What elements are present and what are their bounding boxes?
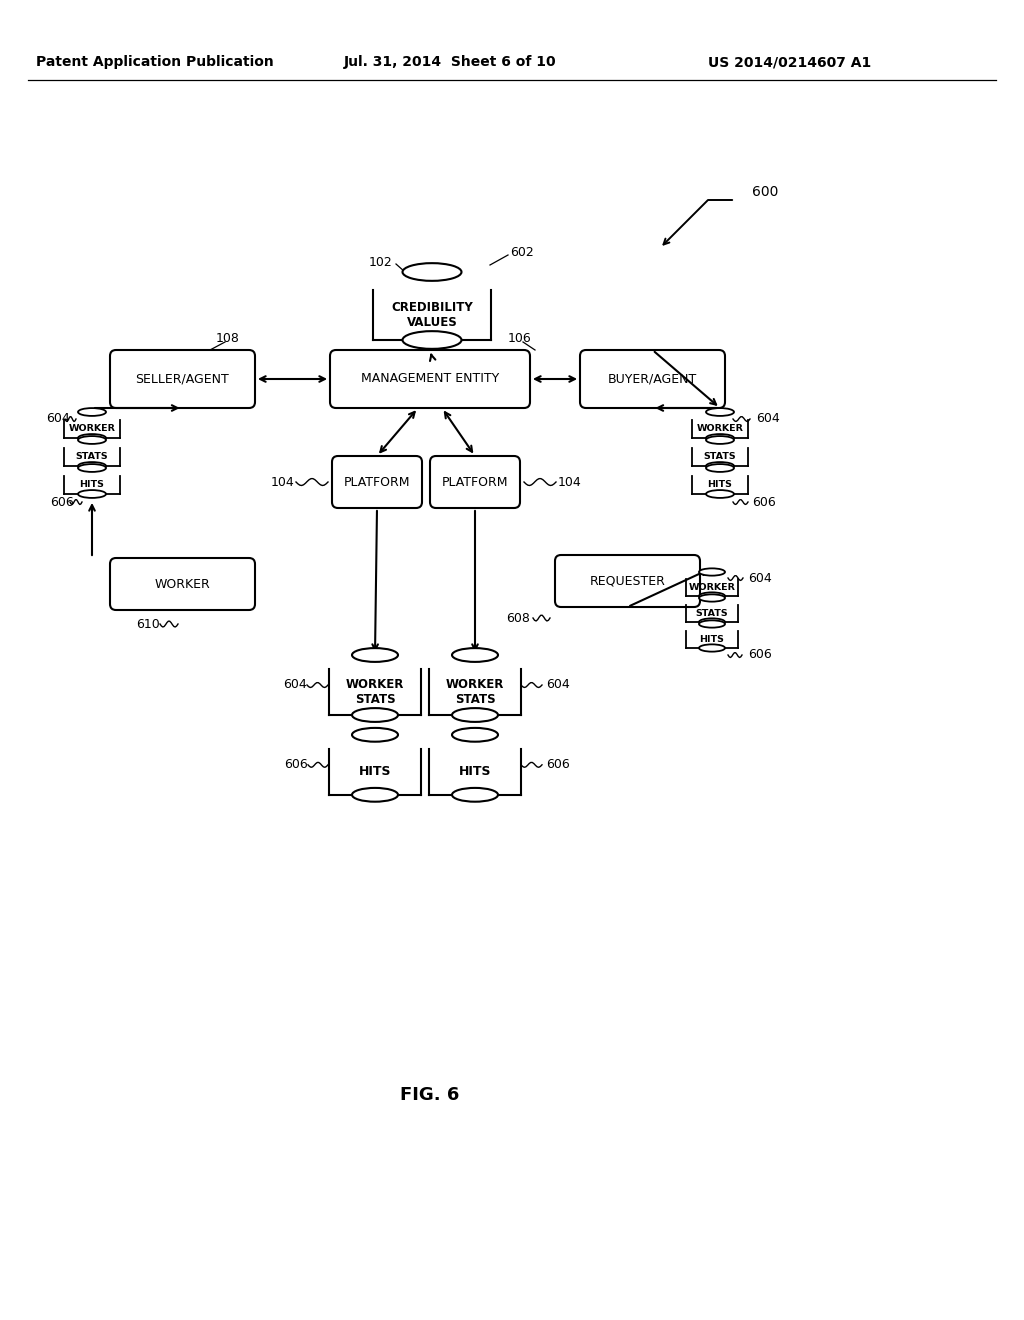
Text: US 2014/0214607 A1: US 2014/0214607 A1 bbox=[709, 55, 871, 69]
Text: WORKER: WORKER bbox=[688, 583, 735, 593]
Text: 608: 608 bbox=[506, 611, 530, 624]
Polygon shape bbox=[63, 447, 120, 466]
Polygon shape bbox=[63, 475, 120, 494]
Ellipse shape bbox=[452, 708, 498, 722]
Text: 606: 606 bbox=[284, 758, 308, 771]
Ellipse shape bbox=[706, 465, 734, 473]
Ellipse shape bbox=[699, 644, 725, 652]
Text: PLATFORM: PLATFORM bbox=[441, 475, 508, 488]
Ellipse shape bbox=[699, 594, 725, 602]
Text: HITS: HITS bbox=[708, 480, 732, 490]
Ellipse shape bbox=[402, 263, 462, 281]
Text: HITS: HITS bbox=[459, 766, 492, 779]
Polygon shape bbox=[329, 669, 421, 715]
Polygon shape bbox=[329, 748, 421, 795]
Ellipse shape bbox=[78, 436, 106, 444]
Ellipse shape bbox=[352, 788, 398, 801]
Text: STATS: STATS bbox=[76, 453, 109, 462]
Ellipse shape bbox=[352, 727, 398, 742]
FancyBboxPatch shape bbox=[330, 350, 530, 408]
FancyBboxPatch shape bbox=[110, 558, 255, 610]
Text: HITS: HITS bbox=[80, 480, 104, 490]
Ellipse shape bbox=[78, 462, 106, 470]
Ellipse shape bbox=[706, 490, 734, 498]
Text: WORKER
STATS: WORKER STATS bbox=[445, 678, 504, 706]
Ellipse shape bbox=[699, 569, 725, 576]
Ellipse shape bbox=[706, 462, 734, 470]
Text: BUYER/AGENT: BUYER/AGENT bbox=[608, 372, 697, 385]
Text: MANAGEMENT ENTITY: MANAGEMENT ENTITY bbox=[360, 372, 499, 385]
Text: CREDIBILITY
VALUES: CREDIBILITY VALUES bbox=[391, 301, 473, 329]
Ellipse shape bbox=[706, 434, 734, 442]
Polygon shape bbox=[63, 420, 120, 438]
Ellipse shape bbox=[352, 708, 398, 722]
Text: 604: 604 bbox=[756, 412, 779, 425]
Text: 604: 604 bbox=[748, 572, 772, 585]
Text: HITS: HITS bbox=[358, 766, 391, 779]
Text: WORKER: WORKER bbox=[155, 578, 210, 590]
Text: 102: 102 bbox=[369, 256, 392, 268]
Polygon shape bbox=[373, 289, 490, 341]
Ellipse shape bbox=[706, 436, 734, 444]
Polygon shape bbox=[692, 475, 748, 494]
Ellipse shape bbox=[352, 648, 398, 661]
Polygon shape bbox=[692, 420, 748, 438]
Polygon shape bbox=[686, 606, 738, 622]
FancyBboxPatch shape bbox=[430, 455, 520, 508]
Ellipse shape bbox=[706, 408, 734, 416]
Polygon shape bbox=[692, 447, 748, 466]
FancyBboxPatch shape bbox=[580, 350, 725, 408]
Ellipse shape bbox=[699, 620, 725, 627]
Text: WORKER
STATS: WORKER STATS bbox=[346, 678, 404, 706]
Ellipse shape bbox=[78, 465, 106, 473]
Text: PLATFORM: PLATFORM bbox=[344, 475, 411, 488]
Text: STATS: STATS bbox=[703, 453, 736, 462]
Text: 104: 104 bbox=[558, 475, 582, 488]
Ellipse shape bbox=[78, 408, 106, 416]
Ellipse shape bbox=[452, 648, 498, 661]
Text: 606: 606 bbox=[752, 495, 776, 508]
Text: HITS: HITS bbox=[699, 635, 724, 644]
Ellipse shape bbox=[699, 593, 725, 599]
Text: FIG. 6: FIG. 6 bbox=[400, 1086, 460, 1104]
Text: 602: 602 bbox=[510, 246, 534, 259]
Text: 606: 606 bbox=[546, 758, 570, 771]
Text: 108: 108 bbox=[216, 331, 240, 345]
Text: WORKER: WORKER bbox=[696, 425, 743, 433]
Text: STATS: STATS bbox=[695, 609, 728, 618]
Text: 604: 604 bbox=[46, 412, 70, 425]
Text: 606: 606 bbox=[50, 495, 74, 508]
Text: 600: 600 bbox=[752, 185, 778, 199]
Polygon shape bbox=[686, 579, 738, 597]
Ellipse shape bbox=[402, 331, 462, 348]
Text: SELLER/AGENT: SELLER/AGENT bbox=[135, 372, 229, 385]
Text: Patent Application Publication: Patent Application Publication bbox=[36, 55, 273, 69]
Ellipse shape bbox=[78, 434, 106, 442]
FancyBboxPatch shape bbox=[110, 350, 255, 408]
Polygon shape bbox=[429, 669, 521, 715]
Polygon shape bbox=[429, 748, 521, 795]
Text: 106: 106 bbox=[508, 331, 531, 345]
FancyBboxPatch shape bbox=[555, 554, 700, 607]
Text: 604: 604 bbox=[546, 678, 570, 692]
Ellipse shape bbox=[452, 788, 498, 801]
Ellipse shape bbox=[78, 490, 106, 498]
Text: REQUESTER: REQUESTER bbox=[590, 574, 666, 587]
Text: 104: 104 bbox=[271, 475, 295, 488]
Text: Jul. 31, 2014  Sheet 6 of 10: Jul. 31, 2014 Sheet 6 of 10 bbox=[344, 55, 556, 69]
Ellipse shape bbox=[452, 727, 498, 742]
Polygon shape bbox=[686, 631, 738, 648]
Text: WORKER: WORKER bbox=[69, 425, 116, 433]
Text: 606: 606 bbox=[748, 648, 772, 661]
Text: 610: 610 bbox=[136, 618, 160, 631]
Ellipse shape bbox=[699, 618, 725, 626]
FancyBboxPatch shape bbox=[332, 455, 422, 508]
Text: 604: 604 bbox=[283, 678, 307, 692]
